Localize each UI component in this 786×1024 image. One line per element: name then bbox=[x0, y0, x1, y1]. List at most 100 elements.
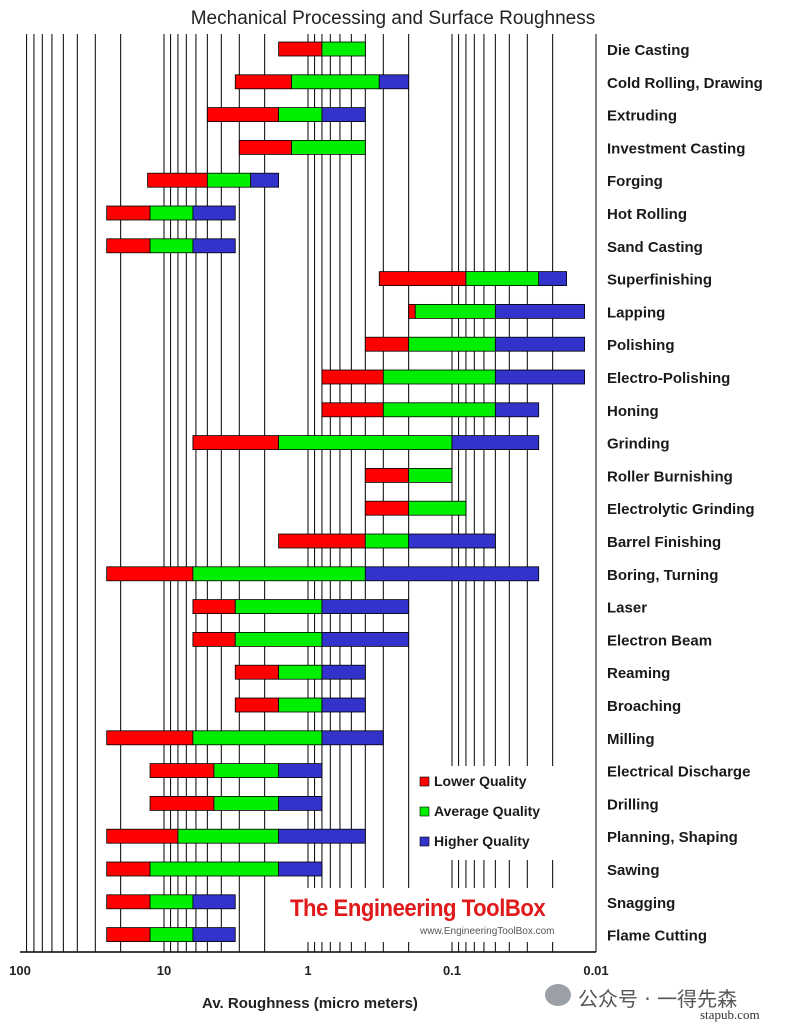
legend-swatch bbox=[419, 806, 430, 817]
bar-segment bbox=[321, 599, 410, 614]
bar-segment bbox=[321, 41, 366, 57]
bar-segment bbox=[494, 336, 585, 352]
bar-segment bbox=[378, 271, 467, 287]
bar-segment bbox=[106, 566, 194, 582]
bar-segment bbox=[149, 205, 194, 221]
bar-segment bbox=[321, 664, 366, 680]
x-tick-label: 1 bbox=[304, 963, 311, 978]
bar-segment bbox=[149, 861, 280, 877]
bar-segment bbox=[408, 500, 467, 516]
bar-segment bbox=[238, 139, 292, 155]
bar-segment bbox=[364, 336, 410, 352]
legend-box bbox=[412, 766, 577, 860]
watermark-box bbox=[284, 888, 584, 942]
bar-segment bbox=[278, 763, 323, 778]
category-label: Milling bbox=[607, 731, 655, 748]
bar-segment bbox=[106, 828, 179, 844]
bar-segment bbox=[408, 467, 453, 483]
bar-segment bbox=[250, 172, 280, 188]
chart-title: Mechanical Processing and Surface Roughn… bbox=[190, 8, 596, 29]
bar-segment bbox=[234, 74, 292, 90]
category-label: Broaching bbox=[607, 698, 681, 715]
bar-segment bbox=[321, 730, 384, 746]
bar-segment bbox=[408, 303, 416, 319]
bar-segment bbox=[408, 336, 496, 352]
category-label: Polishing bbox=[607, 337, 675, 354]
category-label: Flame Cutting bbox=[607, 928, 707, 945]
category-label: Grinding bbox=[607, 436, 670, 453]
bar-segment bbox=[234, 697, 280, 713]
toolbox-url: www.EngineeringToolBox.com bbox=[420, 926, 555, 937]
bar-segment bbox=[278, 828, 366, 844]
category-label: Die Casting bbox=[607, 42, 690, 59]
bar-segment bbox=[192, 566, 366, 582]
bar-segment bbox=[278, 107, 323, 122]
category-label: Sand Casting bbox=[607, 239, 703, 256]
bar-segment bbox=[192, 238, 236, 254]
bar-segment bbox=[106, 927, 151, 942]
bar-segment bbox=[321, 369, 384, 385]
category-label: Planning, Shaping bbox=[607, 829, 738, 846]
bar-segment bbox=[278, 697, 323, 713]
bar-segment bbox=[451, 435, 540, 451]
account-watermark: 公众号 · 一得先森 bbox=[578, 987, 738, 1011]
bar-segment bbox=[234, 599, 323, 614]
bar-segment bbox=[321, 107, 366, 122]
bar-segment bbox=[278, 664, 323, 680]
bar-segment bbox=[106, 238, 151, 254]
x-tick-label: 100 bbox=[9, 963, 31, 978]
category-label: Investment Casting bbox=[607, 140, 745, 157]
bar-segment bbox=[364, 533, 410, 549]
category-label: Honing bbox=[607, 403, 659, 420]
category-label: Reaming bbox=[607, 665, 670, 682]
bar-segment bbox=[291, 74, 380, 90]
category-label: Barrel Finishing bbox=[607, 534, 721, 551]
bar-segment bbox=[192, 205, 236, 221]
category-label: Cold Rolling, Drawing bbox=[607, 75, 763, 92]
bar-segment bbox=[106, 894, 151, 910]
bar-segment bbox=[321, 697, 366, 713]
bar-segment bbox=[364, 467, 410, 483]
category-label: Drilling bbox=[607, 796, 659, 813]
bar-segment bbox=[192, 894, 236, 910]
bar-segment bbox=[278, 796, 323, 811]
bar-segment bbox=[364, 566, 540, 582]
bar-segment bbox=[106, 861, 151, 877]
bar-segment bbox=[206, 172, 252, 188]
bar-segment bbox=[192, 927, 236, 942]
legend-swatch bbox=[419, 836, 430, 847]
bar-segment bbox=[382, 402, 496, 418]
bar-segment bbox=[278, 861, 323, 877]
legend-swatch bbox=[419, 776, 430, 787]
category-label: Electrical Discharge bbox=[607, 764, 750, 781]
x-axis-label: Av. Roughness (micro meters) bbox=[202, 995, 418, 1012]
bar-segment bbox=[414, 303, 496, 319]
bar-segment bbox=[234, 632, 323, 647]
bar-segment bbox=[408, 533, 496, 549]
bar-segment bbox=[278, 435, 453, 451]
category-label: Roller Burnishing bbox=[607, 468, 733, 485]
x-tick-label: 10 bbox=[157, 963, 171, 978]
bar-segment bbox=[177, 828, 280, 844]
category-label: Electron Beam bbox=[607, 632, 712, 649]
bar-segment bbox=[321, 402, 384, 418]
bar-segment bbox=[278, 533, 366, 549]
category-label: Extruding bbox=[607, 108, 677, 125]
bar-segment bbox=[382, 369, 496, 385]
bar-segment bbox=[149, 796, 215, 811]
category-label: Forging bbox=[607, 173, 663, 190]
bar-segment bbox=[106, 205, 151, 221]
bar-segment bbox=[149, 927, 194, 942]
bar-segment bbox=[192, 435, 280, 451]
bar-segment bbox=[494, 369, 585, 385]
legend-label: Lower Quality bbox=[434, 773, 527, 789]
bar-segment bbox=[378, 74, 410, 90]
bar-segment bbox=[321, 632, 410, 647]
category-label: Hot Rolling bbox=[607, 206, 687, 223]
bar-segment bbox=[538, 271, 568, 287]
category-label: Electrolytic Grinding bbox=[607, 501, 755, 518]
bar-segment bbox=[192, 599, 236, 614]
category-label: Sawing bbox=[607, 862, 660, 879]
bar-segment bbox=[494, 303, 585, 319]
